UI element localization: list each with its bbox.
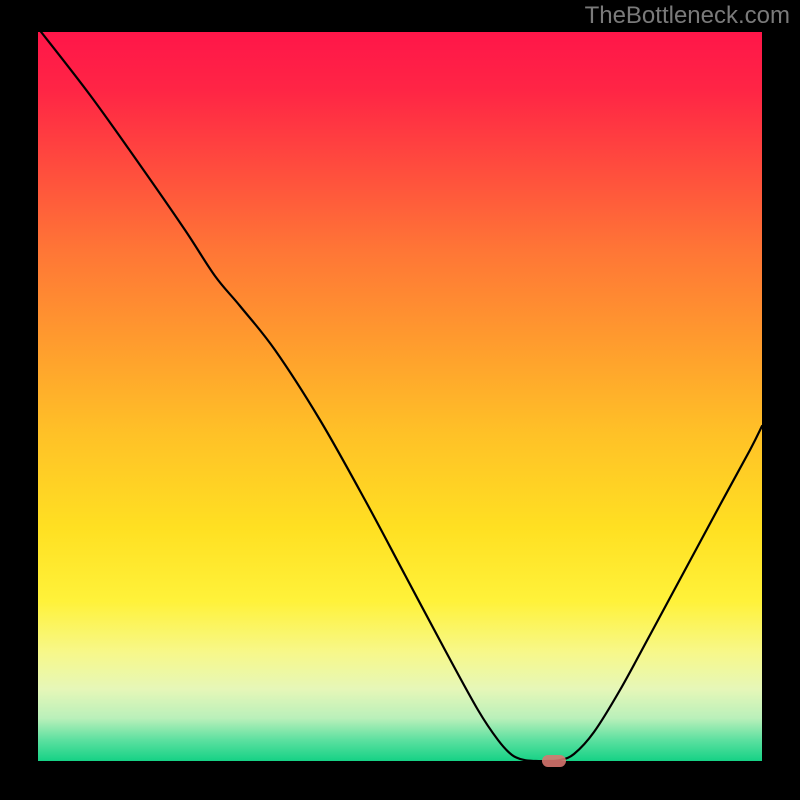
watermark-text: TheBottleneck.com [585,2,790,30]
bottleneck-chart [0,0,800,800]
heat-gradient [38,32,762,762]
optimum-marker [542,755,566,767]
